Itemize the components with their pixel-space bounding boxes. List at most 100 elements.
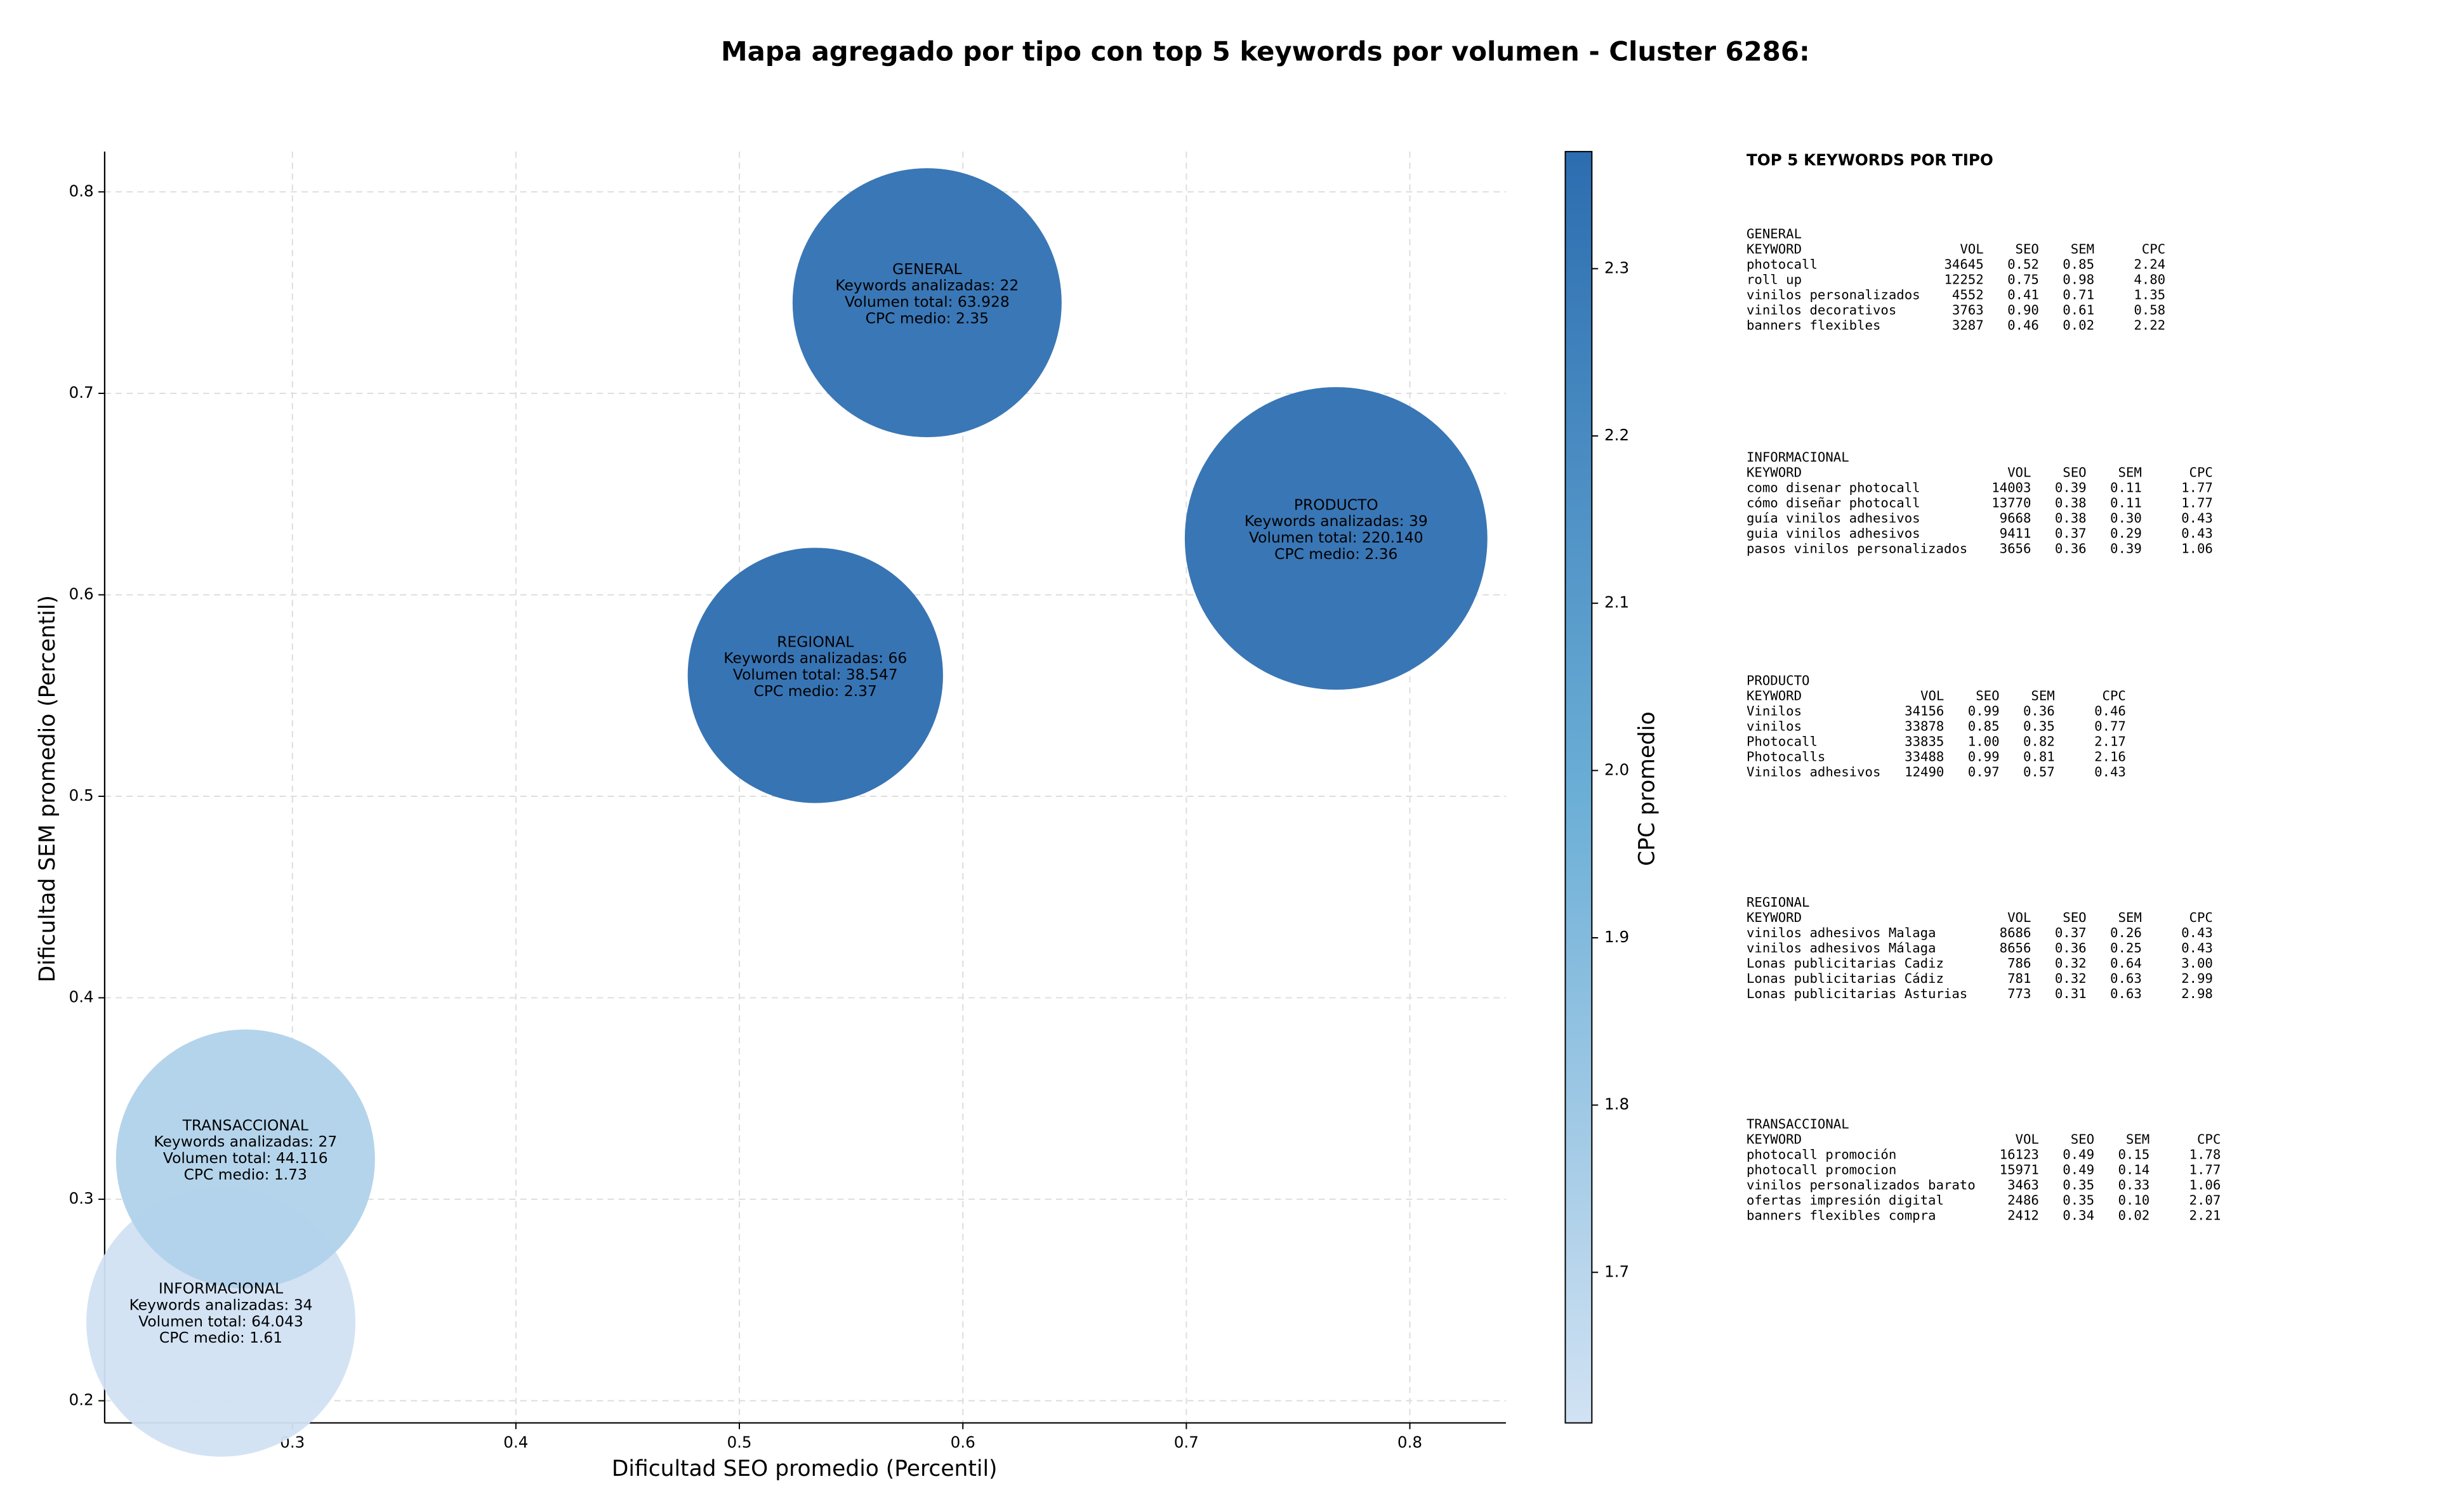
- table-header: SEO: [2016, 241, 2039, 256]
- table-header: SEM: [2071, 241, 2094, 256]
- table-header: CPC: [2103, 688, 2126, 703]
- bubble-label: Keywords analizadas: 22: [835, 277, 1019, 294]
- bubble-label: Volumen total: 63.928: [845, 293, 1010, 311]
- table-header: VOL: [2016, 1131, 2039, 1147]
- table-cell: 0.90: [2007, 302, 2039, 317]
- table-cell: 0.64: [2110, 956, 2142, 971]
- table-cell: 1.77: [2181, 495, 2213, 510]
- table-header: SEM: [2031, 688, 2054, 703]
- table-header: SEO: [1976, 688, 1999, 703]
- y-tick-label: 0.6: [69, 584, 94, 603]
- table-cell: 0.32: [2055, 956, 2087, 971]
- table-cell: 1.77: [2181, 480, 2213, 495]
- table-cell: 0.43: [2181, 525, 2213, 541]
- colorbar: [1564, 150, 1593, 1424]
- table-cell: 0.36: [2023, 703, 2055, 718]
- table-cell: 0.37: [2055, 525, 2087, 541]
- table-cell: vinilos adhesivos Malaga: [1747, 925, 1936, 940]
- table-cell: 0.30: [2110, 510, 2142, 525]
- table-cell: 2.24: [2134, 256, 2165, 272]
- x-tick-label: 0.7: [1174, 1433, 1199, 1452]
- y-tick-label: 0.8: [69, 181, 94, 200]
- colorbar-tick-label: 2.0: [1604, 760, 1629, 779]
- colorbar-tick-label: 2.1: [1604, 593, 1629, 612]
- table-cell: 0.57: [2023, 764, 2055, 779]
- table-cell: 3656: [2000, 541, 2031, 556]
- table-cell: 0.43: [2181, 925, 2213, 940]
- y-tick-label: 0.3: [69, 1189, 94, 1207]
- table-cell: 0.41: [2007, 287, 2039, 302]
- table-cell: 0.38: [2055, 510, 2087, 525]
- table-cell: 12490: [1905, 764, 1944, 779]
- table-header: VOL: [1960, 241, 1983, 256]
- table-cell: banners flexibles: [1747, 317, 1880, 332]
- table-cell: 0.46: [2007, 317, 2039, 332]
- table-cell: 0.98: [2063, 272, 2094, 287]
- table-cell: 8656: [2000, 940, 2031, 956]
- bubble-label: Volumen total: 64.043: [138, 1312, 303, 1330]
- colorbar-tick-label: 1.7: [1604, 1262, 1629, 1280]
- table-header: VOL: [1920, 688, 1944, 703]
- table-cell: 0.49: [2063, 1147, 2094, 1162]
- table-cell: 0.81: [2023, 749, 2055, 764]
- table-cell: pasos vinilos personalizados: [1747, 541, 1967, 556]
- bubble-label: CPC medio: 1.61: [159, 1329, 282, 1346]
- x-axis-label: Dificultad SEO promedio (Percentil): [612, 1456, 998, 1482]
- table-header: KEYWORD: [1747, 241, 1802, 256]
- x-tick-label: 0.4: [503, 1433, 528, 1452]
- table-cell: 773: [2007, 986, 2031, 1001]
- table-cell: 0.46: [2094, 703, 2126, 718]
- y-tick-label: 0.4: [69, 988, 94, 1006]
- table-cell: 0.39: [2055, 480, 2087, 495]
- table-cell: 1.06: [2189, 1177, 2221, 1192]
- table-cell: 781: [2007, 971, 2031, 986]
- bubble-name: TRANSACCIONAL: [182, 1116, 308, 1134]
- bubble-label: CPC medio: 2.37: [754, 682, 877, 700]
- table-title: TRANSACCIONAL: [1747, 1116, 1849, 1131]
- table-cell: 0.14: [2118, 1162, 2150, 1177]
- table-cell: 0.10: [2118, 1192, 2150, 1207]
- table-cell: 0.02: [2063, 317, 2094, 332]
- table-cell: 0.43: [2094, 764, 2126, 779]
- table-header: KEYWORD: [1747, 464, 1802, 480]
- table-cell: 8686: [2000, 925, 2031, 940]
- bubble-label: Volumen total: 44.116: [163, 1149, 328, 1167]
- y-tick-label: 0.5: [69, 786, 94, 805]
- table-cell: 13770: [1991, 495, 2031, 510]
- table-cell: 9411: [2000, 525, 2031, 541]
- table-cell: Photocalls: [1747, 749, 1825, 764]
- table-cell: 4.80: [2134, 272, 2165, 287]
- table-cell: 9668: [2000, 510, 2031, 525]
- table-cell: 3463: [2007, 1177, 2039, 1192]
- tables-title: TOP 5 KEYWORDS POR TIPO: [1747, 151, 1993, 169]
- table-cell: guía vinilos adhesivos: [1747, 510, 1920, 525]
- bubble: [687, 548, 943, 803]
- table-cell: 0.26: [2110, 925, 2142, 940]
- colorbar-tick-label: 2.3: [1604, 258, 1629, 277]
- table-cell: 0.25: [2110, 940, 2142, 956]
- table-cell: 16123: [2000, 1147, 2039, 1162]
- table-cell: 0.85: [2063, 256, 2094, 272]
- table-header: VOL: [2007, 464, 2031, 480]
- table-cell: 34645: [1944, 256, 1983, 272]
- table-cell: roll up: [1747, 272, 1802, 287]
- table-header: SEO: [2071, 1131, 2094, 1147]
- table-cell: 2.07: [2189, 1192, 2221, 1207]
- bubble-name: REGIONAL: [777, 633, 854, 650]
- table-cell: 0.38: [2055, 495, 2087, 510]
- table-cell: Photocall: [1747, 733, 1818, 749]
- table-cell: 2.98: [2181, 986, 2213, 1001]
- table-cell: 2.22: [2134, 317, 2165, 332]
- table-cell: 0.49: [2063, 1162, 2094, 1177]
- table-cell: 0.58: [2134, 302, 2165, 317]
- table-cell: 0.63: [2110, 971, 2142, 986]
- bubble-label: Volumen total: 220.140: [1249, 529, 1423, 546]
- table-cell: 0.43: [2181, 510, 2213, 525]
- x-tick-label: 0.6: [951, 1433, 975, 1452]
- table-cell: 0.85: [1968, 718, 2000, 733]
- table-cell: cómo diseñar photocall: [1747, 495, 1920, 510]
- chart-title: Mapa agregado por tipo con top 5 keyword…: [721, 36, 1810, 67]
- table-cell: vinilos adhesivos Málaga: [1747, 940, 1936, 956]
- table-cell: 0.39: [2110, 541, 2142, 556]
